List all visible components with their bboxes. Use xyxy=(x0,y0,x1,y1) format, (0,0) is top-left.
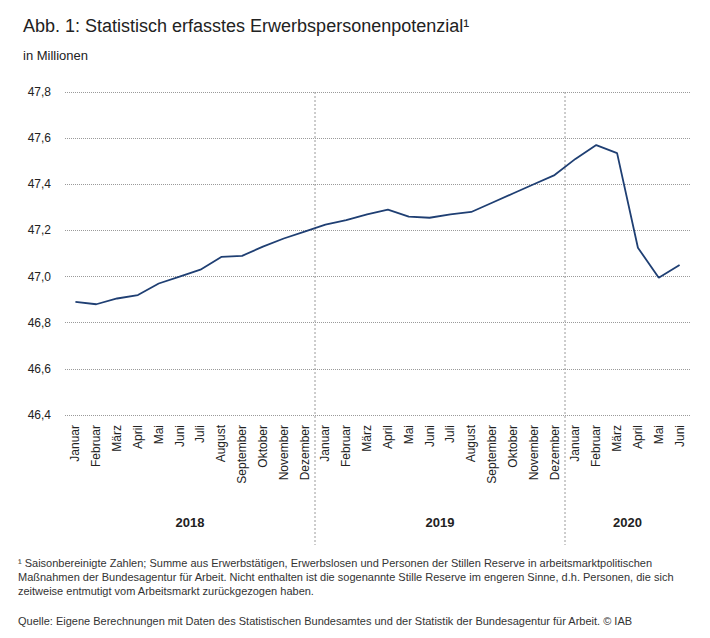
svg-text:Quelle: Eigene Berechnungen mi: Quelle: Eigene Berechnungen mit Daten de… xyxy=(18,615,632,627)
svg-text:Abb. 1: Statistisch erfasstes: Abb. 1: Statistisch erfasstes Erwerbsper… xyxy=(23,16,469,36)
svg-text:Mai: Mai xyxy=(402,425,416,444)
svg-text:April: April xyxy=(381,425,395,449)
svg-text:November: November xyxy=(277,425,291,480)
svg-text:März: März xyxy=(360,425,374,452)
svg-text:August: August xyxy=(214,424,228,462)
svg-text:in Millionen: in Millionen xyxy=(23,48,88,63)
svg-text:Juli: Juli xyxy=(193,425,207,443)
svg-text:zeitweise entmutigt vom Arbeit: zeitweise entmutigt vom Arbeitsmarkt zur… xyxy=(18,585,314,597)
svg-text:Oktober: Oktober xyxy=(256,425,270,468)
svg-text:Maßnahmen der Bundesagentur fü: Maßnahmen der Bundesagentur für Arbeit. … xyxy=(18,571,677,583)
svg-text:46,6: 46,6 xyxy=(28,362,52,376)
svg-text:47,4: 47,4 xyxy=(28,177,52,191)
svg-text:Mai: Mai xyxy=(152,425,166,444)
svg-text:¹ Saisonbereinigte Zahlen; Sum: ¹ Saisonbereinigte Zahlen; Summe aus Erw… xyxy=(18,557,655,569)
svg-text:46,8: 46,8 xyxy=(28,316,52,330)
svg-text:47,2: 47,2 xyxy=(28,223,52,237)
svg-text:Juni: Juni xyxy=(423,425,437,447)
svg-text:Februar: Februar xyxy=(339,425,353,467)
svg-text:Juli: Juli xyxy=(443,425,457,443)
svg-text:April: April xyxy=(631,425,645,449)
svg-text:Januar: Januar xyxy=(568,425,582,462)
svg-text:2018: 2018 xyxy=(176,515,205,530)
svg-text:April: April xyxy=(131,425,145,449)
svg-text:Oktober: Oktober xyxy=(506,425,520,468)
svg-text:Dezember: Dezember xyxy=(548,425,562,480)
svg-text:März: März xyxy=(110,425,124,452)
svg-text:47,8: 47,8 xyxy=(28,85,52,99)
svg-text:Februar: Februar xyxy=(589,425,603,467)
svg-text:September: September xyxy=(485,425,499,484)
svg-text:November: November xyxy=(527,425,541,480)
svg-text:August: August xyxy=(464,424,478,462)
svg-text:September: September xyxy=(235,425,249,484)
svg-text:Januar: Januar xyxy=(68,425,82,462)
svg-text:47,0: 47,0 xyxy=(28,270,52,284)
svg-text:2019: 2019 xyxy=(426,515,455,530)
svg-text:Januar: Januar xyxy=(318,425,332,462)
svg-text:Mai: Mai xyxy=(652,425,666,444)
svg-text:2020: 2020 xyxy=(613,515,642,530)
svg-text:Februar: Februar xyxy=(89,425,103,467)
svg-text:März: März xyxy=(610,425,624,452)
svg-text:Dezember: Dezember xyxy=(298,425,312,480)
svg-text:Juni: Juni xyxy=(673,425,687,447)
svg-text:Juni: Juni xyxy=(173,425,187,447)
svg-text:46,4: 46,4 xyxy=(28,408,52,422)
svg-text:47,6: 47,6 xyxy=(28,131,52,145)
